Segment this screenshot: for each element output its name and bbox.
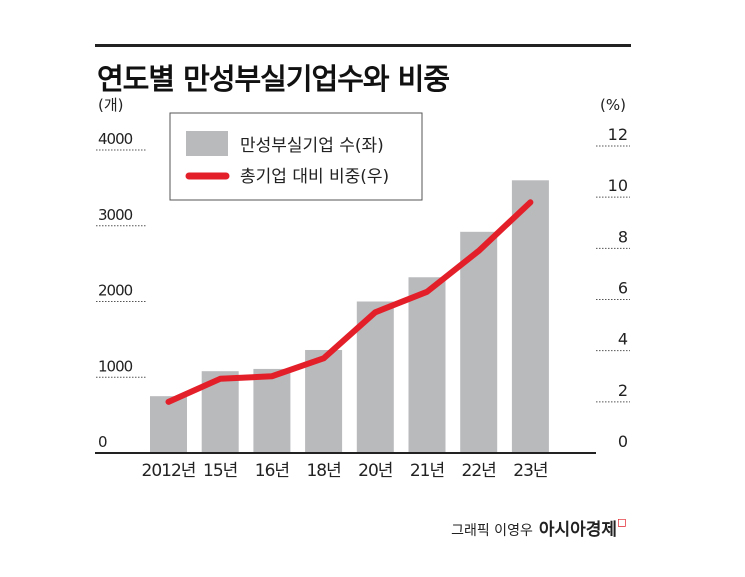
line-series [165,199,534,405]
x-tick-label: 2012년 [142,461,196,481]
footer: 그래픽 이영우 아시아경제◻ [451,515,627,540]
credit: 그래픽 이영우 [451,523,533,539]
right-tick-label: 8 [618,227,628,246]
left-tick-label: 1000 [98,357,133,375]
legend-label-line: 총기업 대비 비중(우) [240,167,389,187]
left-tick-label: 4000 [98,130,133,148]
bar [150,396,187,453]
x-tick-label: 20년 [358,461,392,481]
legend-label-bar: 만성부실기업 수(좌) [240,136,384,156]
right-axis-unit: (%) [600,96,626,114]
right-tick-label: 12 [608,125,628,144]
legend-swatch-bar [186,131,228,156]
x-tick-label: 16년 [255,461,289,481]
left-tick-label: 0 [98,433,107,451]
bar [460,231,498,453]
left-tick-label: 2000 [98,282,133,300]
x-tick-label: 22년 [462,461,496,481]
bar [253,368,291,453]
x-tick-label: 18년 [306,461,340,481]
left-axis-unit: (개) [98,96,124,114]
x-tick-label: 21년 [410,461,444,481]
brand-mark-icon: ◻ [617,515,627,529]
x-tick-label: 23년 [513,461,547,481]
left-tick-label: 3000 [98,206,133,224]
right-tick-label: 6 [618,279,628,298]
brand-logo: 아시아경제 [538,520,618,540]
bar [305,349,343,453]
right-tick-label: 2 [618,381,628,400]
title-rule [95,44,631,47]
legend-box [169,112,423,201]
bar [511,180,549,454]
right-tick-label: 10 [608,176,628,195]
right-tick-label: 4 [618,330,628,349]
right-tick-label: 0 [618,432,628,451]
bar [408,277,446,453]
chart-title: 연도별 만성부실기업수와 비중 [97,62,450,96]
x-tick-label: 15년 [203,461,237,481]
